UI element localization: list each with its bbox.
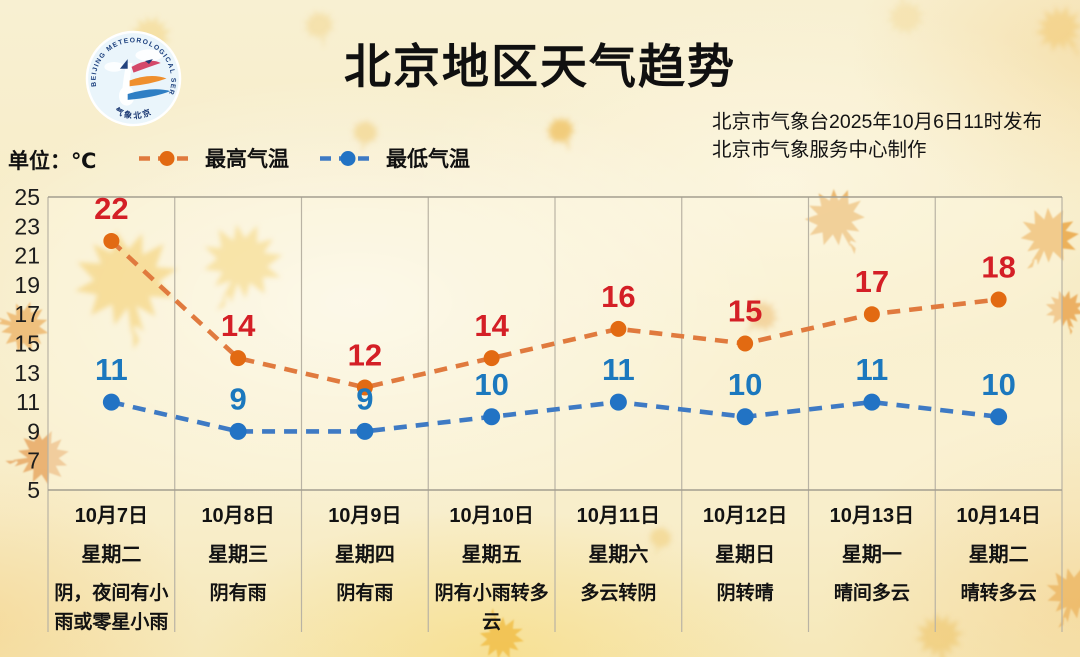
day-date: 10月11日 — [576, 505, 661, 527]
low-temp-point — [736, 408, 754, 426]
y-tick-label: 23 — [14, 213, 40, 239]
high-temp-value-label: 22 — [94, 191, 128, 226]
day-weather: 晴间多云 — [833, 583, 910, 604]
high-temp-value-label: 14 — [221, 308, 256, 343]
day-weekday: 星期二 — [968, 544, 1029, 566]
high-temp-value-label: 12 — [348, 337, 382, 372]
publisher-info: 北京市气象台2025年10月6日11时发布 北京市气象服务中心制作 — [712, 108, 1072, 164]
high-temp-point — [737, 335, 754, 352]
day-weather: 阴有雨 — [336, 583, 394, 604]
high-temp-point — [990, 291, 1007, 308]
low-temp-value-label: 10 — [981, 367, 1015, 402]
day-column: 10月13日 星期一晴间多云 — [809, 490, 936, 632]
high-temp-line-marker-icon — [139, 150, 195, 166]
day-weekday: 星期六 — [588, 544, 649, 566]
high-temp-point — [103, 232, 120, 249]
day-weather: 阴转晴 — [716, 583, 774, 604]
day-date: 10月9日 — [328, 505, 402, 527]
publisher-line2: 北京市气象服务中心制作 — [712, 139, 927, 161]
day-column: 10月10日 星期五阴有小雨转多云 — [428, 490, 555, 632]
low-temp-value-label: 9 — [356, 381, 373, 416]
y-tick-label: 7 — [27, 448, 40, 474]
day-column: 10月12日 星期日阴转晴 — [682, 490, 809, 632]
day-date: 10月7日 — [74, 505, 149, 527]
y-tick-label: 25 — [14, 184, 40, 210]
unit-label: 单位：℃ — [8, 150, 97, 173]
day-column: 10月9日星期四阴有雨 — [302, 490, 429, 632]
x-axis-labels: 10月7日 星期二 阴，夜间有小雨或零星小雨 10月8日 星期三 阴有雨 10月9日 星期四阴… — [48, 490, 1062, 632]
legend-item-low-temp: 最低气温 — [319, 143, 470, 173]
day-date: 10月13日 — [829, 505, 915, 527]
y-tick-label: 13 — [14, 360, 40, 386]
low-temp-value-label: 11 — [95, 352, 128, 387]
y-tick-label: 5 — [27, 477, 40, 503]
high-temp-point — [230, 350, 247, 367]
low-temp-point — [863, 393, 881, 411]
day-column: 10月7日星期二阴，夜间有小雨或零星小雨 — [48, 490, 175, 632]
high-temp-point — [356, 379, 373, 396]
y-tick-label: 19 — [14, 272, 40, 298]
day-weather: 阴有小雨转多云 — [434, 583, 549, 632]
legend-label-high-temp: 最高气温 — [205, 148, 289, 171]
page-title: 北京地区天气趋势 — [344, 40, 736, 93]
logo-swoosh-orange — [129, 76, 167, 87]
day-date: 10月8日 — [201, 505, 275, 527]
low-temp-value-label: 11 — [602, 352, 635, 387]
day-weather: 多云转阴 — [580, 583, 657, 604]
day-weekday: 星期日 — [715, 544, 776, 566]
logo-swoosh-blue — [127, 89, 171, 100]
high-temp-value-label: 17 — [855, 264, 889, 299]
day-weekday: 星期二 — [81, 544, 142, 566]
low-temp-point — [483, 408, 501, 426]
day-date: 10月10日 — [449, 505, 534, 527]
day-weekday: 星期三 — [208, 544, 269, 566]
low-temp-point — [102, 393, 120, 411]
low-temp-point — [356, 422, 374, 440]
chart-legend: 最高气温 最低气温 — [138, 143, 470, 173]
day-date: 10月14日 — [956, 505, 1041, 527]
y-tick-label: 21 — [14, 243, 40, 269]
high-temp-point — [863, 306, 880, 323]
low-temp-value-label: 10 — [728, 367, 762, 402]
day-column: 10月11日 星期六多云转阴 — [555, 490, 682, 632]
logo-tower — [121, 62, 133, 95]
day-column: 10月14日 星期二晴转多云 — [935, 490, 1062, 632]
high-temp-value-label: 14 — [474, 308, 509, 343]
legend-label-low-temp: 最低气温 — [386, 148, 470, 171]
low-temp-value-label: 10 — [474, 367, 508, 402]
day-weekday: 星期四 — [334, 544, 395, 566]
day-weekday: 星期一 — [841, 544, 902, 566]
y-tick-label: 9 — [27, 418, 40, 444]
low-temp-value-label: 9 — [230, 381, 247, 416]
day-weather: 阴，夜间有小雨或零星小雨 — [54, 583, 169, 632]
low-temp-point — [229, 422, 247, 440]
legend-item-high-temp: 最高气温 — [138, 143, 289, 173]
day-weather: 晴转多云 — [960, 583, 1037, 604]
day-weekday: 星期五 — [461, 544, 522, 566]
low-temp-value-label: 11 — [855, 352, 888, 387]
logo-swoosh-red — [131, 60, 161, 73]
high-temp-point — [610, 320, 627, 337]
y-tick-label: 17 — [14, 301, 40, 327]
high-temp-point — [483, 350, 500, 367]
low-temp-line — [110, 399, 999, 434]
day-column: 10月8日星期三阴有雨 — [175, 490, 302, 632]
low-temp-point — [609, 393, 627, 411]
high-temp-value-label: 18 — [981, 250, 1015, 285]
publisher-line1: 北京市气象台2025年10月6日11时发布 — [712, 111, 1043, 133]
high-temp-line — [109, 239, 999, 390]
low-temp-line-marker-icon — [320, 150, 376, 166]
low-temp-point — [990, 408, 1008, 426]
y-tick-label: 15 — [14, 331, 40, 357]
bms-logo: BEIJING METEOROLOGICAL SERVICE 气象北京 — [82, 25, 182, 127]
y-tick-label: 11 — [16, 389, 40, 415]
high-temp-value-label: 16 — [601, 279, 635, 314]
high-temp-value-label: 15 — [728, 294, 762, 329]
day-weather: 阴有雨 — [209, 583, 267, 604]
day-date: 10月12日 — [702, 505, 788, 527]
